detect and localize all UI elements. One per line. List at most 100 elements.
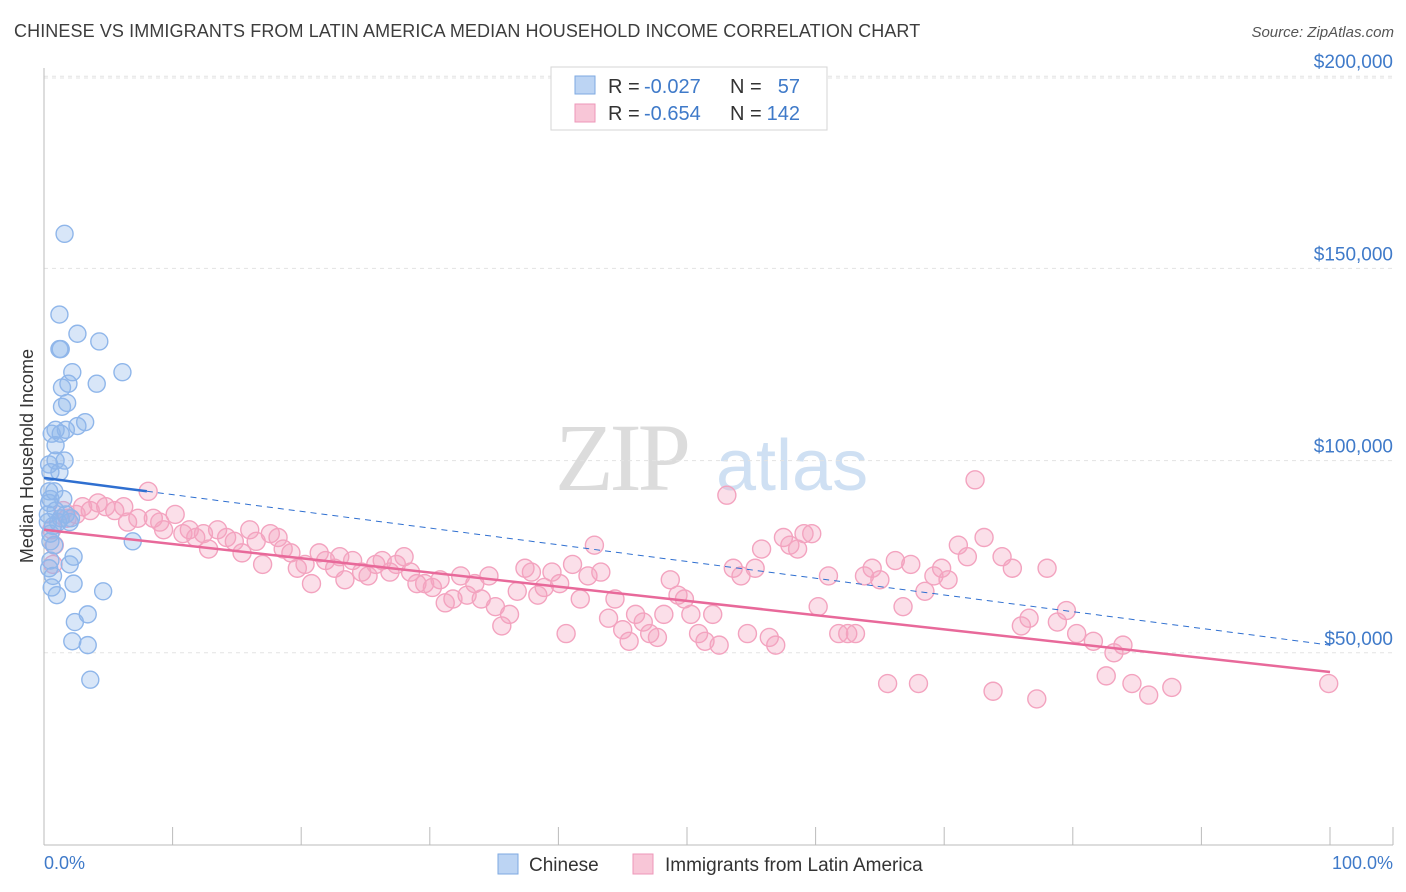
latin-america-point <box>703 604 723 625</box>
chinese-point <box>45 535 64 555</box>
bottom-legend: Chinese Immigrants from Latin America <box>497 853 923 876</box>
latin-america-point <box>479 566 499 586</box>
latin-america-point <box>893 596 913 617</box>
latin-america-point <box>654 604 674 625</box>
chinese-point <box>50 339 69 359</box>
latin-america-point <box>885 550 906 571</box>
chinese-point <box>55 451 74 470</box>
latin-america-point <box>619 631 639 651</box>
latin-america-point <box>117 512 138 532</box>
x-ticks <box>172 827 1394 845</box>
latin-america-point <box>549 573 570 594</box>
latin-america-point <box>1096 666 1116 686</box>
latin-america-point <box>838 623 858 644</box>
latin-america-point <box>584 535 605 555</box>
latin-america-point <box>723 558 743 578</box>
chart-source: Source: ZipAtlas.com <box>1251 24 1394 41</box>
latin-america-point <box>1002 558 1023 578</box>
latin-america-point <box>570 589 590 609</box>
axes <box>43 68 1393 846</box>
x-tick-label-max: 100.0% <box>1332 853 1393 873</box>
chinese-point <box>55 224 74 244</box>
latin-america-point <box>808 596 828 617</box>
x-tick-label-min: 0.0% <box>44 853 85 873</box>
latin-america-point <box>165 504 185 525</box>
chinese-point <box>51 424 70 443</box>
chinese-trend-line-dashed <box>146 490 1331 646</box>
latin-america-point <box>1037 558 1057 578</box>
latin-america-point <box>562 554 583 575</box>
bottom-legend-label-latin: Immigrants from Latin America <box>665 855 923 876</box>
y-tick-label: $100,000 <box>1314 437 1393 458</box>
chinese-point <box>65 612 85 632</box>
legend-box <box>550 66 828 131</box>
latin-america-point <box>1162 677 1182 698</box>
latin-america-point <box>507 581 527 602</box>
latin-america-point <box>556 623 576 644</box>
chinese-point <box>78 635 97 655</box>
legend-swatch-latin <box>574 103 596 123</box>
latin-america-point <box>818 566 839 586</box>
latin-america-point <box>534 577 554 598</box>
legend: R = -0.027 N = 57 R = -0.654 N = 142 <box>550 66 828 131</box>
watermark: ZIP atlas <box>555 404 868 511</box>
latin-america-point <box>854 566 875 586</box>
latin-america-point <box>845 623 866 644</box>
latin-america-point <box>335 570 355 590</box>
latin-america-point <box>862 558 882 578</box>
chinese-point <box>47 585 67 605</box>
bottom-legend-swatch-latin <box>632 853 654 875</box>
latin-america-point <box>681 604 701 625</box>
chinese-point <box>93 582 113 601</box>
latin-america-point <box>1319 673 1339 694</box>
chinese-point <box>50 305 69 324</box>
latin-america-point <box>268 527 288 548</box>
legend-n-value-0: 57 <box>778 76 800 98</box>
chinese-point <box>81 670 100 689</box>
latin-america-point <box>528 585 548 605</box>
latin-america-point <box>1027 689 1047 709</box>
latin-america-point <box>901 554 921 575</box>
chinese-point <box>56 505 76 524</box>
latin-america-point <box>499 604 520 625</box>
chinese-point <box>46 436 65 455</box>
latin-america-point <box>1113 635 1133 655</box>
latin-america-point <box>745 558 765 578</box>
latin-america-point <box>877 673 898 694</box>
latin-america-point <box>709 635 729 655</box>
latin-america-points <box>42 470 1339 709</box>
chinese-point <box>52 397 72 416</box>
chinese-point <box>52 378 72 397</box>
latin-america-point <box>1011 616 1032 636</box>
latin-america-point <box>309 543 329 563</box>
latin-america-point <box>358 566 378 586</box>
latin-america-point <box>633 612 653 632</box>
legend-n-label-0: N = <box>730 76 762 98</box>
latin-america-point <box>128 508 148 528</box>
latin-america-point <box>759 627 780 648</box>
latin-america-point <box>1066 623 1087 644</box>
latin-america-point <box>625 604 646 625</box>
latin-america-point <box>240 520 260 540</box>
chinese-point <box>41 551 60 570</box>
latin-america-point <box>542 562 562 582</box>
chart-title: CHINESE VS IMMIGRANTS FROM LATIN AMERICA… <box>14 21 921 41</box>
latin-america-point <box>908 673 929 694</box>
bottom-legend-swatch-chinese <box>497 853 519 875</box>
chinese-point <box>63 363 82 382</box>
latin-america-point <box>870 570 890 590</box>
latin-america-point <box>938 570 958 590</box>
latin-america-point <box>751 539 772 559</box>
chinese-point <box>90 332 109 351</box>
y-tick-label: $150,000 <box>1314 244 1393 265</box>
latin-america-point <box>407 573 427 594</box>
latin-america-point <box>301 573 322 594</box>
latin-america-point <box>773 527 794 548</box>
chinese-point <box>113 363 132 382</box>
watermark-zip: ZIP <box>555 404 688 511</box>
latin-america-point <box>957 547 978 567</box>
chinese-point <box>60 555 79 574</box>
legend-r-label-0: R = <box>608 76 640 98</box>
y-axis-title: Median Household Income <box>17 349 37 563</box>
latin-america-point <box>931 558 952 578</box>
